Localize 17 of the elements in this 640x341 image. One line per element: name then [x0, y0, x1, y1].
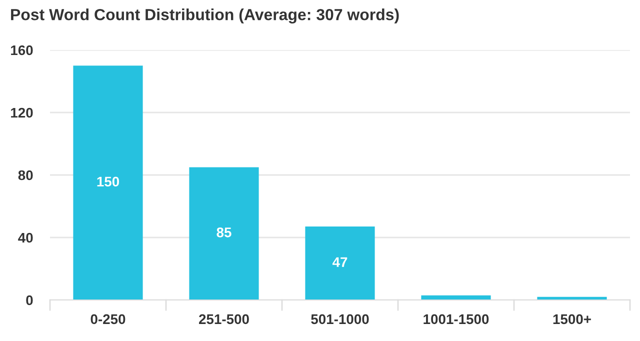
x-tick-label: 251-500: [199, 314, 249, 324]
data-label: 47: [332, 257, 348, 267]
data-label: 85: [216, 227, 232, 238]
x-tick-label: 1001-1500: [424, 314, 489, 324]
data-label: 150: [97, 176, 120, 187]
y-tick-label: 80: [18, 170, 33, 180]
x-tick-label: 1500+: [553, 314, 591, 324]
bar: [305, 226, 375, 300]
x-tick-label: 0-250: [90, 314, 126, 324]
bar: [73, 66, 143, 300]
y-tick-label: 40: [18, 232, 33, 243]
chart-title: Post Word Count Distribution (Average: 307 words): [11, 8, 399, 24]
bar: [189, 167, 259, 300]
y-tick-label: 120: [11, 108, 33, 118]
x-tick-label: 501-1000: [311, 314, 369, 324]
y-tick-label: 0: [26, 295, 33, 306]
y-tick-label: 160: [11, 45, 33, 56]
